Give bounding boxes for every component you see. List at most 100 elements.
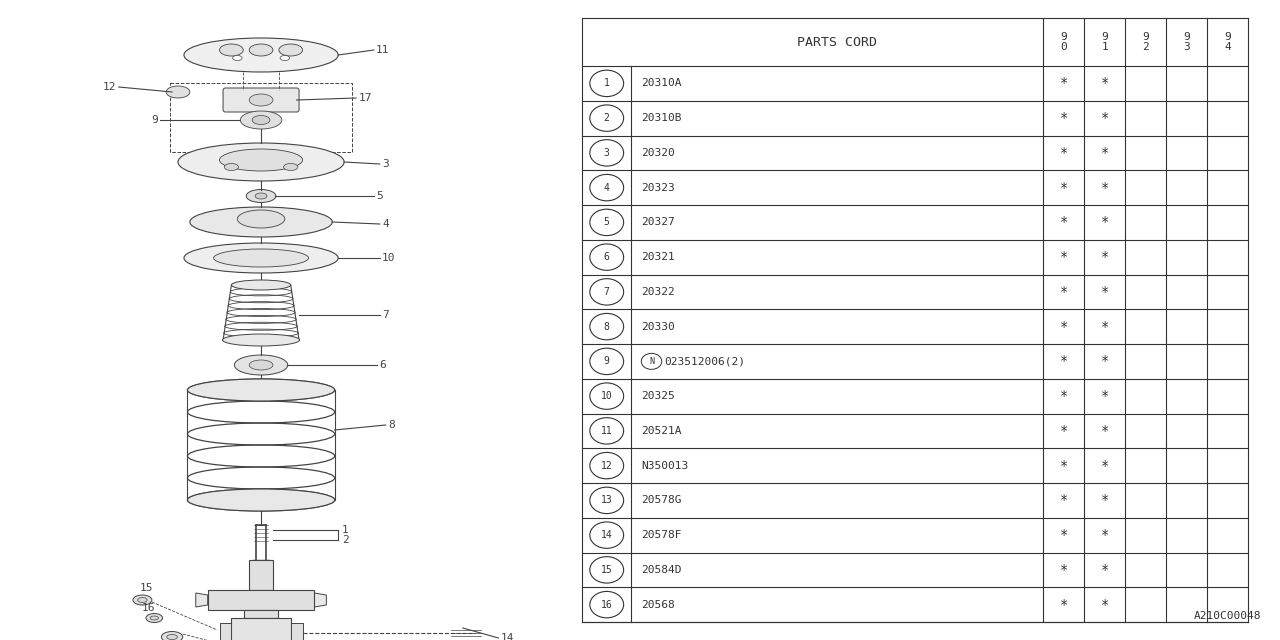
FancyBboxPatch shape — [220, 623, 232, 640]
Text: 20322: 20322 — [641, 287, 675, 297]
Text: 11: 11 — [600, 426, 613, 436]
Text: *: * — [1101, 493, 1108, 508]
Text: 16: 16 — [600, 600, 613, 610]
Ellipse shape — [223, 334, 300, 346]
Text: 20578G: 20578G — [641, 495, 682, 506]
Text: 2: 2 — [342, 535, 348, 545]
Text: *: * — [1060, 111, 1068, 125]
Text: *: * — [1101, 424, 1108, 438]
Text: 17: 17 — [358, 93, 372, 103]
Ellipse shape — [146, 614, 163, 623]
Text: 4: 4 — [604, 182, 609, 193]
Text: *: * — [1060, 285, 1068, 299]
Text: *: * — [1060, 76, 1068, 90]
Text: 16: 16 — [142, 603, 155, 613]
Text: 7: 7 — [383, 310, 389, 320]
Text: *: * — [1101, 250, 1108, 264]
Text: 9: 9 — [604, 356, 609, 366]
Text: *: * — [1101, 285, 1108, 299]
FancyBboxPatch shape — [250, 560, 273, 590]
Text: 14: 14 — [500, 633, 515, 640]
Text: *: * — [1101, 146, 1108, 160]
Text: 7: 7 — [604, 287, 609, 297]
Ellipse shape — [220, 149, 302, 171]
Ellipse shape — [161, 632, 183, 640]
Text: 2: 2 — [604, 113, 609, 123]
Ellipse shape — [284, 163, 298, 170]
Ellipse shape — [255, 193, 268, 199]
Text: *: * — [1101, 355, 1108, 369]
Text: *: * — [1101, 76, 1108, 90]
Text: 20568: 20568 — [641, 600, 675, 610]
Text: 20327: 20327 — [641, 218, 675, 227]
Text: *: * — [1060, 250, 1068, 264]
Text: *: * — [1060, 459, 1068, 472]
Text: 10: 10 — [600, 391, 613, 401]
Text: *: * — [1101, 598, 1108, 612]
Text: 13: 13 — [600, 495, 613, 506]
Text: A210C00048: A210C00048 — [1193, 611, 1261, 621]
Text: 20310B: 20310B — [641, 113, 682, 123]
Ellipse shape — [150, 616, 159, 620]
Text: 20330: 20330 — [641, 322, 675, 332]
Text: *: * — [1101, 319, 1108, 333]
Text: *: * — [1060, 389, 1068, 403]
Text: 20521A: 20521A — [641, 426, 682, 436]
Text: 20320: 20320 — [641, 148, 675, 158]
Text: 9
2: 9 2 — [1142, 31, 1149, 52]
Text: 6: 6 — [604, 252, 609, 262]
Text: *: * — [1060, 319, 1068, 333]
Ellipse shape — [189, 207, 333, 237]
Ellipse shape — [138, 598, 147, 602]
Text: 9
4: 9 4 — [1224, 31, 1231, 52]
Ellipse shape — [166, 86, 189, 98]
Ellipse shape — [250, 360, 273, 370]
FancyBboxPatch shape — [223, 88, 300, 112]
Text: N350013: N350013 — [641, 461, 689, 470]
Ellipse shape — [220, 44, 243, 56]
Text: 1: 1 — [604, 78, 609, 88]
Text: 3: 3 — [604, 148, 609, 158]
Text: *: * — [1060, 493, 1068, 508]
Text: 12: 12 — [600, 461, 613, 470]
Text: 023512006(2): 023512006(2) — [664, 356, 745, 366]
Text: *: * — [1101, 563, 1108, 577]
Text: 15: 15 — [600, 565, 613, 575]
Ellipse shape — [187, 379, 334, 401]
Ellipse shape — [280, 56, 289, 61]
Ellipse shape — [279, 44, 302, 56]
Text: *: * — [1101, 111, 1108, 125]
Text: 3: 3 — [383, 159, 389, 169]
Text: 20584D: 20584D — [641, 565, 682, 575]
Text: 11: 11 — [376, 45, 389, 55]
Ellipse shape — [252, 115, 270, 125]
Ellipse shape — [250, 44, 273, 56]
Text: *: * — [1101, 216, 1108, 229]
Text: 1: 1 — [342, 525, 348, 535]
Ellipse shape — [241, 111, 282, 129]
Text: *: * — [1101, 459, 1108, 472]
Text: *: * — [1101, 389, 1108, 403]
Ellipse shape — [237, 210, 285, 228]
Text: *: * — [1060, 180, 1068, 195]
Text: *: * — [1060, 355, 1068, 369]
Text: *: * — [1060, 216, 1068, 229]
Ellipse shape — [233, 56, 242, 61]
Text: 15: 15 — [140, 583, 152, 593]
Ellipse shape — [184, 243, 338, 273]
Text: 14: 14 — [600, 530, 613, 540]
Text: 20323: 20323 — [641, 182, 675, 193]
Text: 9
1: 9 1 — [1101, 31, 1108, 52]
Polygon shape — [196, 593, 207, 607]
Text: 20321: 20321 — [641, 252, 675, 262]
Ellipse shape — [246, 189, 276, 202]
Text: 9
0: 9 0 — [1060, 31, 1068, 52]
FancyBboxPatch shape — [244, 610, 278, 618]
Ellipse shape — [232, 280, 291, 290]
Ellipse shape — [133, 595, 152, 605]
Ellipse shape — [166, 634, 178, 639]
Text: 20310A: 20310A — [641, 78, 682, 88]
Ellipse shape — [224, 163, 238, 170]
Ellipse shape — [178, 143, 344, 181]
Text: 5: 5 — [376, 191, 383, 201]
